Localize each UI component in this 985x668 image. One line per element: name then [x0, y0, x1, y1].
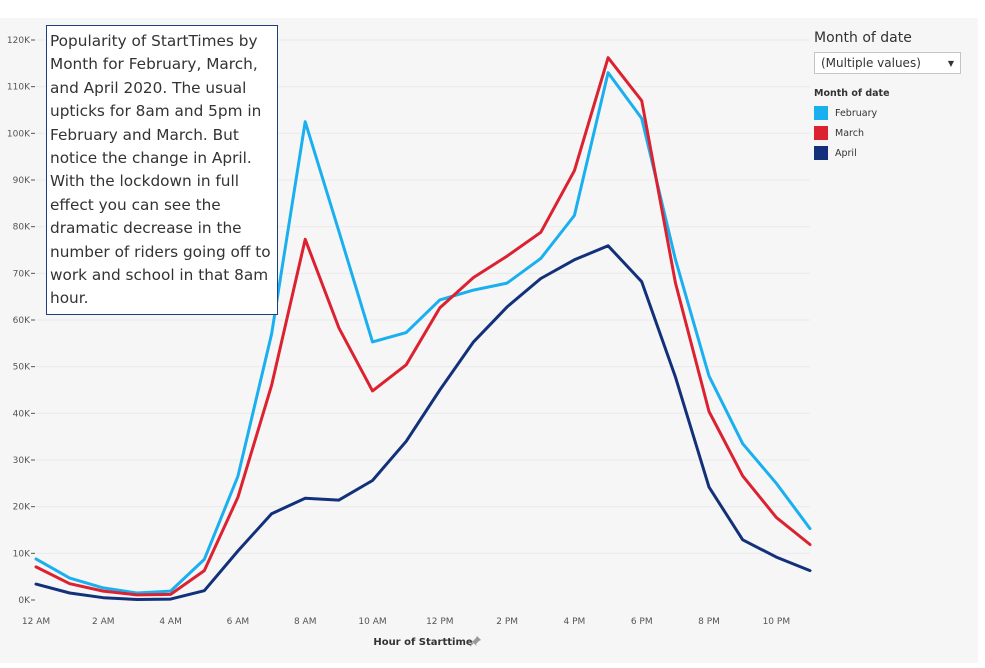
annotation-textbox: Popularity of StartTimes by Month for Fe…: [46, 25, 278, 315]
legend-label-april: April: [835, 147, 857, 159]
legend-swatch-april: [814, 146, 828, 160]
legend-item-march[interactable]: March: [814, 123, 969, 143]
x-tick-label: 8 AM: [294, 617, 317, 627]
x-tick-label: 6 AM: [227, 617, 250, 627]
y-tick-label: 30K: [13, 456, 31, 466]
series-lines: [34, 56, 812, 601]
series-line-april[interactable]: [34, 244, 812, 601]
x-tick-label: 2 PM: [496, 617, 518, 627]
y-tick-label: 10K: [13, 549, 31, 559]
y-tick-label: 0K: [18, 596, 31, 606]
legend-swatch-february: [814, 106, 828, 120]
y-tick-label: 40K: [13, 409, 31, 419]
legend-label-february: February: [835, 107, 878, 119]
filter-panel: Month of date (Multiple values) ▼ Month …: [814, 30, 969, 163]
y-axis: 0K 10K 20K 30K 40K 50K 60K 70K 80K 90K 100K 110K 120…: [7, 36, 35, 606]
y-tick-label: 90K: [13, 176, 31, 186]
legend-item-april[interactable]: April: [814, 143, 969, 163]
y-tick-label: 60K: [13, 316, 31, 326]
legend-title: Month of date: [814, 88, 890, 99]
series-line-march[interactable]: [34, 56, 812, 597]
x-tick-label: 12 PM: [426, 617, 454, 627]
filter-title: Month of date: [814, 30, 912, 46]
legend-item-february[interactable]: February: [814, 103, 969, 123]
filter-selected-value: (Multiple values): [821, 56, 921, 70]
y-tick-label: 120K: [7, 36, 31, 46]
y-tick-label: 110K: [7, 83, 31, 93]
y-tick-label: 20K: [13, 503, 31, 513]
y-tick-label: 100K: [7, 129, 31, 139]
y-tick-label: 80K: [13, 223, 31, 233]
y-tick-label: 50K: [13, 363, 31, 373]
series-line-february[interactable]: [34, 71, 812, 595]
x-axis: 12 AM 2 AM 4 AM 6 AM 8 AM 10 AM 12 PM 2 PM 4 PM 6…: [22, 617, 790, 627]
x-tick-label: 4 PM: [564, 617, 586, 627]
y-tick-label: 70K: [13, 269, 31, 279]
x-tick-label: 8 PM: [698, 617, 720, 627]
x-tick-label: 10 AM: [358, 617, 386, 627]
x-tick-label: 2 AM: [92, 617, 115, 627]
x-tick-label: 12 AM: [22, 617, 50, 627]
x-tick-label: 4 AM: [159, 617, 182, 627]
legend-swatch-march: [814, 126, 828, 140]
x-tick-label: 10 PM: [763, 617, 791, 627]
legend-label-march: March: [835, 127, 864, 139]
x-tick-label: 6 PM: [631, 617, 653, 627]
month-filter-dropdown[interactable]: (Multiple values) ▼: [814, 52, 961, 74]
x-axis-title: Hour of Starttime: [373, 637, 473, 648]
annotation-text: Popularity of StartTimes by Month for Fe…: [50, 32, 271, 308]
pin-icon[interactable]: [469, 636, 481, 647]
chevron-down-icon: ▼: [947, 58, 954, 68]
